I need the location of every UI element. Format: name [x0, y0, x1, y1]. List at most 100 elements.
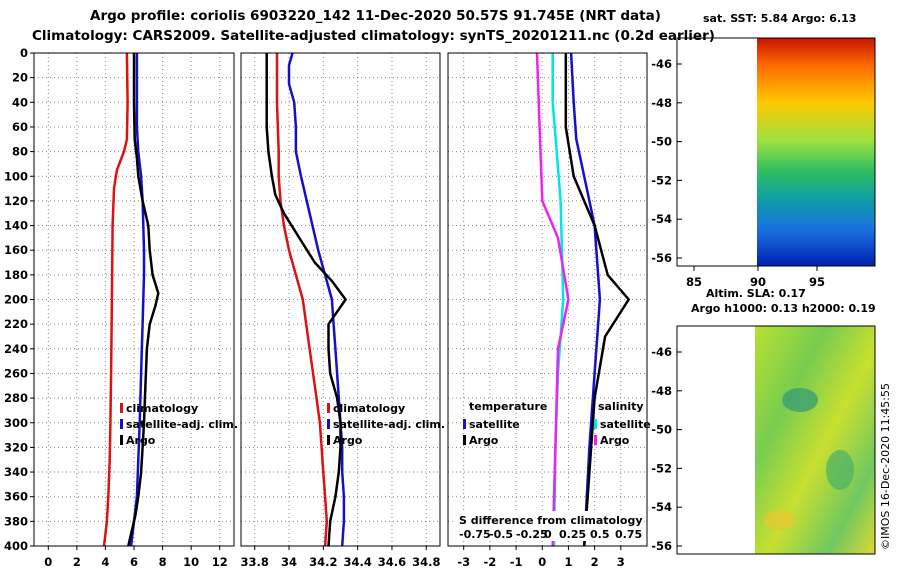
series-line-argo — [265, 53, 347, 547]
y-tick-label: 100 — [4, 169, 28, 183]
x-tick-label: -3 — [457, 555, 470, 569]
title-line-2: Climatology: CARS2009. Satellite-adjuste… — [32, 28, 715, 44]
series-line-climatology — [275, 53, 329, 547]
y-tick-label: 240 — [4, 342, 28, 356]
y-tick-label: 300 — [4, 416, 28, 430]
sla-eddy — [826, 450, 854, 490]
x-tick-label: 2 — [73, 555, 81, 569]
secondary-xlabel: S difference from climatology — [459, 514, 643, 527]
series-line-satellite-temperature- — [569, 52, 602, 547]
legend-swatch — [463, 419, 466, 429]
sla-map — [676, 325, 876, 555]
x-tick-label: 34.8 — [412, 555, 440, 569]
sst-map-image — [757, 38, 875, 266]
map-y-tick-label: -56 — [651, 251, 672, 265]
map-y-tick-label: -52 — [651, 173, 672, 187]
map-y-tick-label: -48 — [651, 96, 672, 110]
y-tick-label: 340 — [4, 465, 28, 479]
plot-frame — [447, 52, 648, 547]
secondary-axis-bg — [453, 511, 643, 541]
legend-label: climatology — [126, 402, 198, 415]
secondary-tick-label: 0 — [544, 528, 552, 541]
temperature-panel: 0 2 4 6 8 10 120204060801001201401601802002202… — [4, 46, 238, 569]
legend-swatch — [120, 403, 123, 413]
legend-label: satellite — [600, 418, 651, 431]
x-tick-label: 6 — [130, 555, 138, 569]
map-y-tick-label: -48 — [651, 384, 672, 398]
sst-map-frame — [676, 37, 876, 267]
y-tick-label: 220 — [4, 317, 28, 331]
legend-label: satellite — [469, 418, 520, 431]
legend-swatch — [463, 435, 466, 445]
y-tick-label: 80 — [12, 145, 28, 159]
legend-swatch — [594, 435, 597, 445]
secondary-tick-label: -0.5 — [489, 528, 513, 541]
y-tick-label: 400 — [4, 539, 28, 553]
secondary-tick-label: -0.75 — [459, 528, 491, 541]
sla-map-frame — [676, 325, 876, 555]
sla-map-yaxis: -46 -48 -50 -52 -54 -56 — [651, 345, 682, 553]
series-line-argo-temperature- — [564, 53, 630, 547]
secondary-tick-label: 0.75 — [615, 528, 642, 541]
legend-swatch — [594, 419, 597, 429]
map-y-tick-label: -54 — [651, 500, 672, 514]
y-tick-label: 20 — [12, 71, 28, 85]
y-tick-label: 60 — [12, 120, 28, 134]
secondary-tick-label: 0.25 — [559, 528, 586, 541]
legend-swatch — [120, 435, 123, 445]
legend-label: Argo — [126, 434, 156, 447]
x-tick-label: 2 — [591, 555, 599, 569]
x-tick-label: 0 — [44, 555, 52, 569]
sst-map-xaxis: 85 90 95 — [686, 266, 825, 289]
y-tick-label: 320 — [4, 440, 28, 454]
sst-map-title: sat. SST: 5.84 Argo: 6.13 — [703, 12, 856, 25]
plot-frame — [240, 52, 441, 547]
secondary-tick-label: 0.5 — [590, 528, 610, 541]
sla-eddy — [782, 388, 818, 412]
x-tick-label: 3 — [617, 555, 625, 569]
difference-panel: -3 -2 -1 0 1 2 3 temperature satellite Argo salini… — [447, 52, 651, 569]
map-y-tick-label: -46 — [651, 57, 672, 71]
legend-swatch — [327, 419, 330, 429]
plot-frame — [33, 52, 235, 547]
x-tick-label: -2 — [484, 555, 497, 569]
sla-map-title-2: Argo h1000: 0.13 h2000: 0.19 — [691, 302, 876, 315]
series-line-argo-salinity- — [535, 52, 570, 547]
x-tick-label: 33.8 — [241, 555, 269, 569]
sla-eddy — [764, 510, 796, 530]
x-tick-label: 34.6 — [378, 555, 406, 569]
y-tick-label: 120 — [4, 194, 28, 208]
y-tick-label: 140 — [4, 219, 28, 233]
legend-label: climatology — [333, 402, 405, 415]
y-tick-label: 360 — [4, 490, 28, 504]
legend-label: satellite-adj. clim. — [333, 418, 445, 431]
sst-map-yaxis: -46 -48 -50 -52 -54 -56 — [651, 57, 682, 265]
x-tick-label: 1 — [564, 555, 572, 569]
title-line-1: Argo profile: coriolis 6903220_142 11-De… — [90, 8, 661, 24]
series-line-satellite-adj-clim- — [129, 53, 146, 547]
legend-label: Argo — [600, 434, 630, 447]
secondary-tick-label: -0.25 — [516, 528, 548, 541]
watermark: ©IMOS 16-Dec-2020 11:45:55 — [879, 383, 892, 550]
y-tick-label: 40 — [12, 95, 28, 109]
x-tick-label: 10 — [183, 555, 199, 569]
map-x-tick-label: 85 — [686, 275, 702, 289]
y-tick-label: 160 — [4, 243, 28, 257]
series-line-climatology — [102, 52, 129, 547]
series-line-argo — [127, 53, 160, 547]
x-tick-label: 8 — [159, 555, 167, 569]
x-tick-label: 4 — [101, 555, 109, 569]
map-y-tick-label: -54 — [651, 212, 672, 226]
series-line-satellite-adj-clim- — [287, 52, 346, 547]
map-y-tick-label: -50 — [651, 423, 672, 437]
y-tick-label: 200 — [4, 293, 28, 307]
map-y-tick-label: -56 — [651, 539, 672, 553]
salinity-panel: 33.8 34 34.2 34.4 34.6 34.8 climatology satelli… — [240, 52, 445, 569]
x-tick-label: -1 — [510, 555, 523, 569]
sst-map — [676, 37, 876, 267]
y-tick-label: 380 — [4, 514, 28, 528]
x-tick-label: 34.4 — [343, 555, 371, 569]
y-tick-label: 0 — [20, 46, 28, 60]
y-tick-label: 280 — [4, 391, 28, 405]
